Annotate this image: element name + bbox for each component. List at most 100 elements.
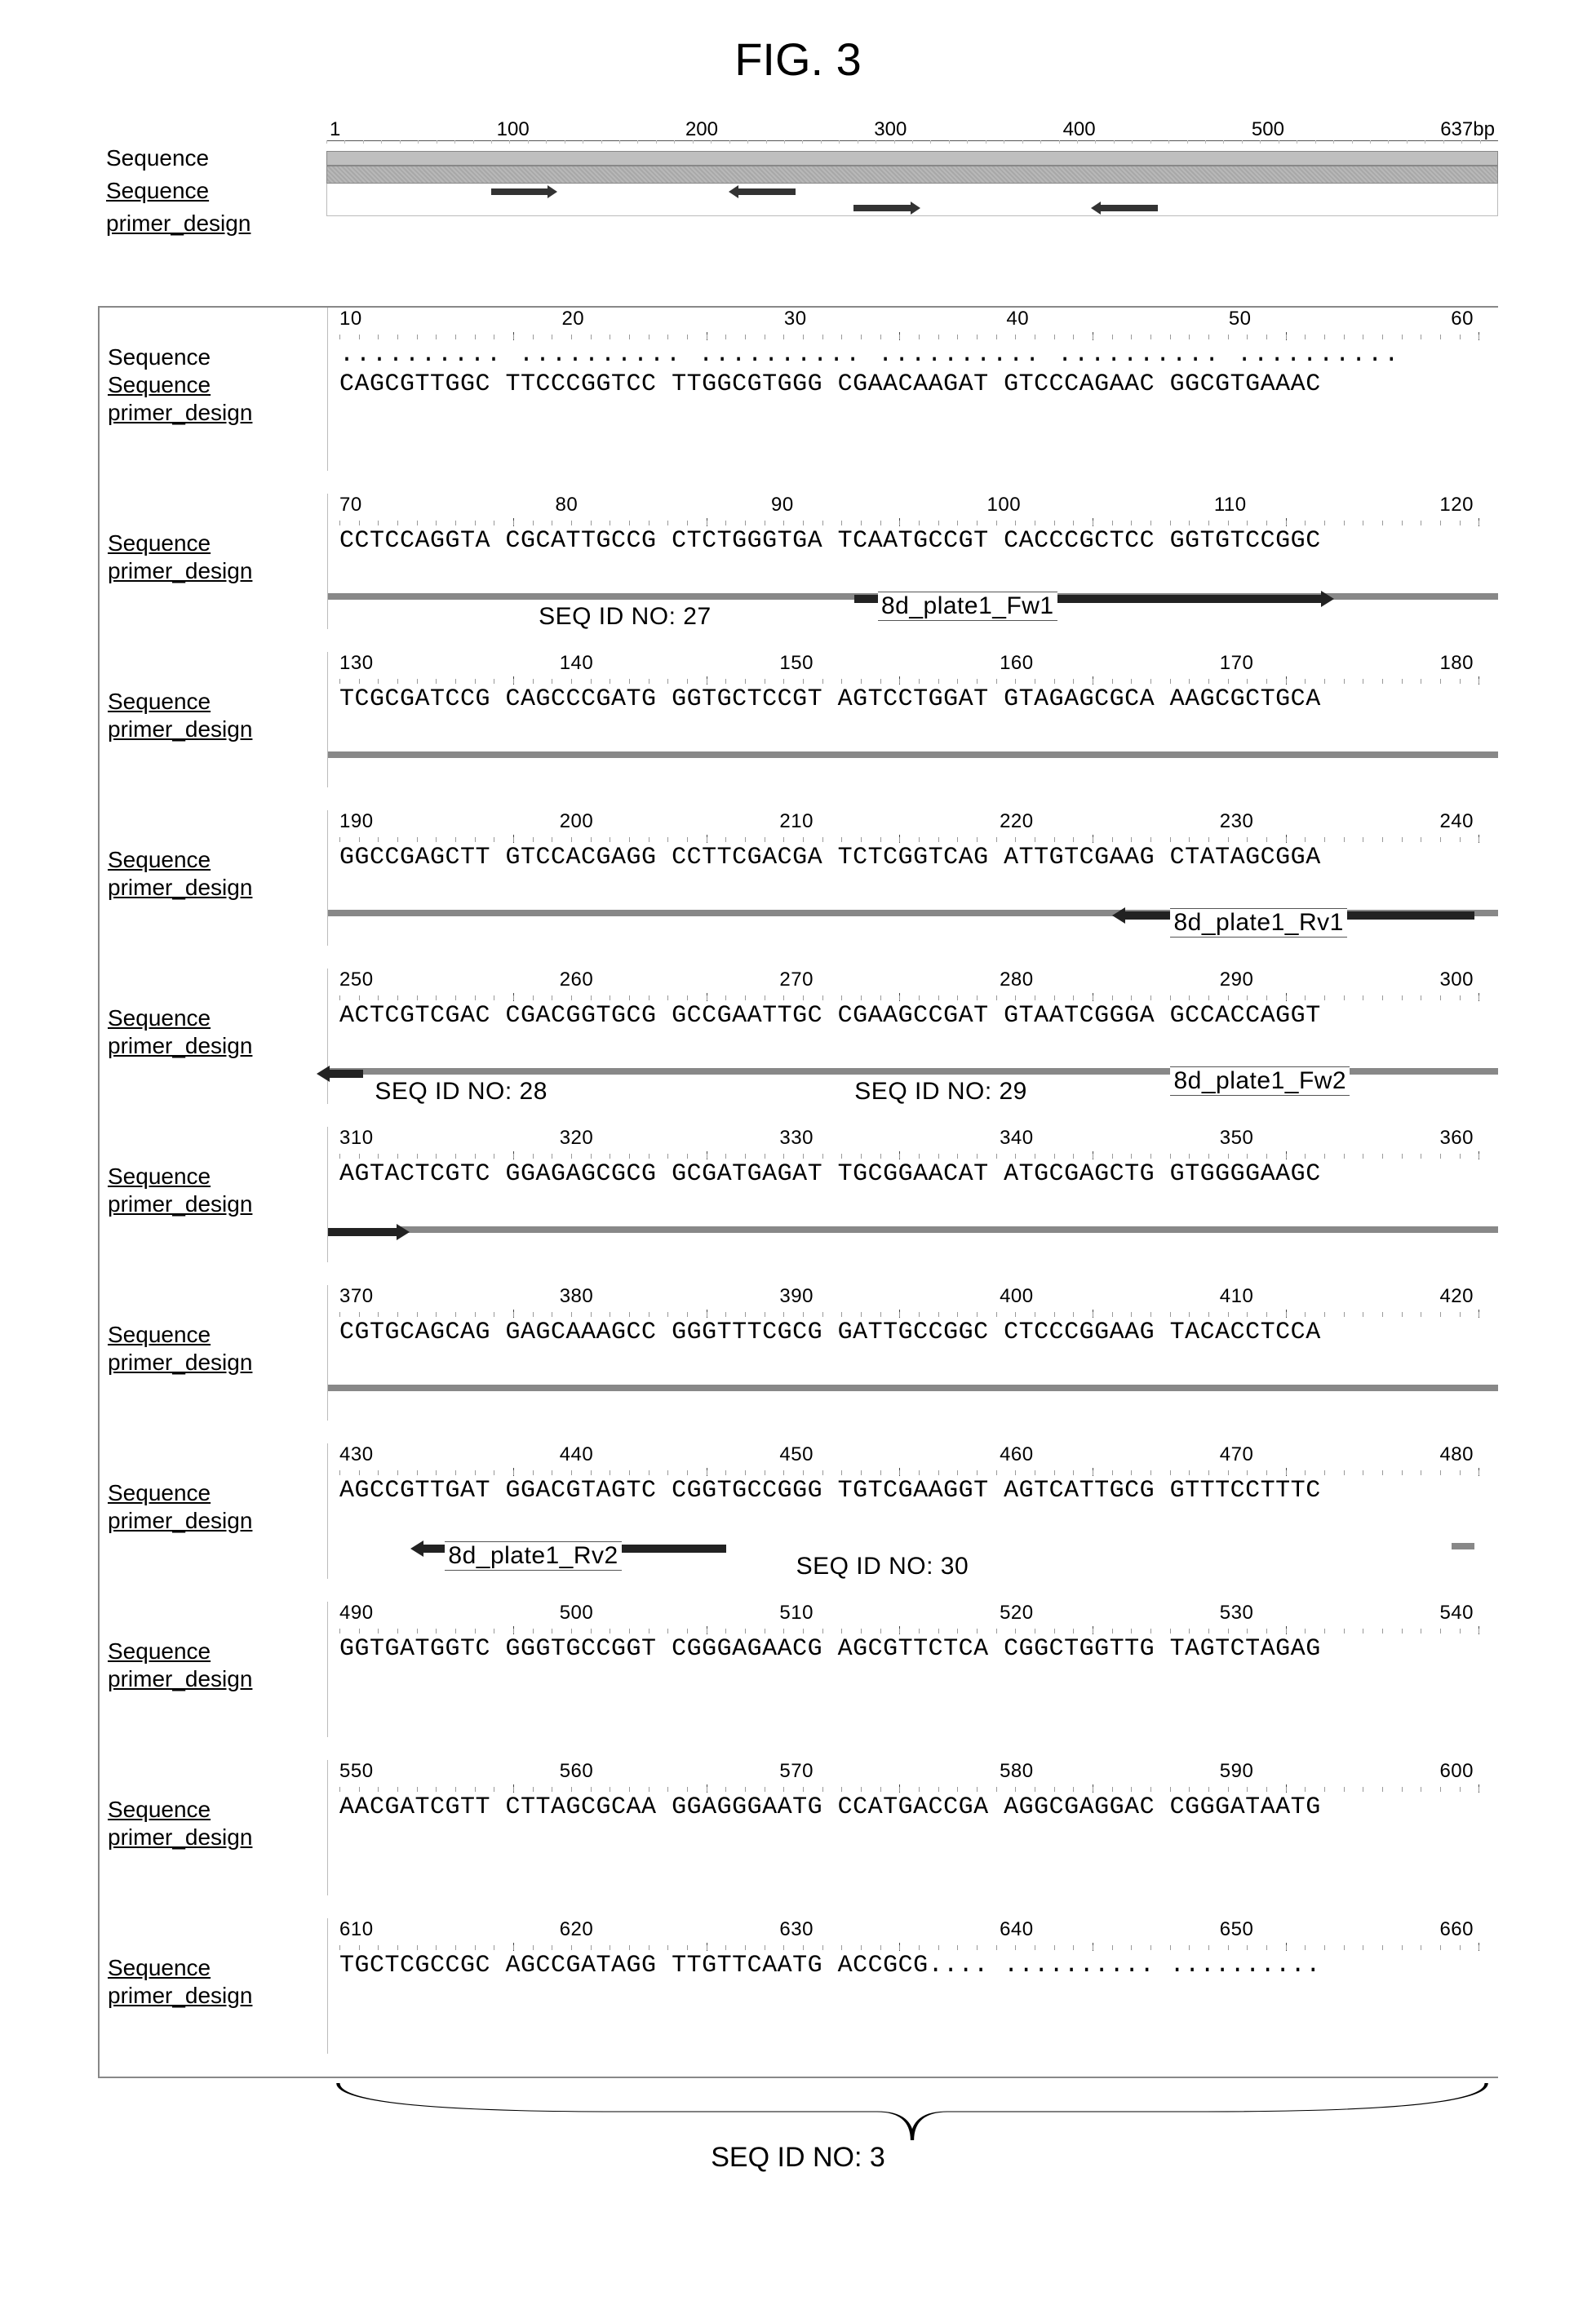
overview-primer-lane <box>326 184 1498 216</box>
track-label: Sequence <box>108 344 327 371</box>
primer-arrow <box>328 1228 398 1236</box>
ruler-tick: 400 <box>1000 1285 1034 1308</box>
seq-id-label: SEQ ID NO: 30 <box>796 1553 969 1580</box>
seq-id-label: SEQ ID NO: 27 <box>539 603 712 631</box>
overview-labels: Sequence Sequence primer_design <box>98 118 326 241</box>
overview-track-seq2 <box>326 166 1498 184</box>
track-label: primer_design <box>108 557 327 585</box>
ov-label: Sequence <box>106 175 326 206</box>
ruler-tick: 370 <box>339 1285 374 1308</box>
ruler-tick: 520 <box>1000 1602 1034 1625</box>
overview-panel: Sequence Sequence primer_design 11002003… <box>98 118 1498 241</box>
ruler-tick: 660 <box>1439 1918 1474 1941</box>
track-label: primer_design <box>108 1190 327 1218</box>
ruler-tick: 350 <box>1220 1127 1254 1150</box>
ruler-tick: 70 <box>339 494 362 516</box>
ruler-tick: 380 <box>560 1285 594 1308</box>
sequence-text: TCGCGATCCG CAGCCCGATG GGTGCTCCGT AGTCCTG… <box>339 685 1498 714</box>
ruler-tick: 90 <box>771 494 794 516</box>
ruler-tick: 120 <box>1439 494 1474 516</box>
ruler-tick: 270 <box>779 969 814 991</box>
ruler-tick: 360 <box>1439 1127 1474 1150</box>
primer-name: 8d_plate1_Fw1 <box>878 592 1057 621</box>
ruler-tick: 470 <box>1220 1443 1254 1466</box>
figure-title: FIG. 3 <box>98 33 1498 86</box>
ruler-tick: 500 <box>560 1602 594 1625</box>
sequence-text: AGCCGTTGAT GGACGTAGTC CGGTGCCGGG TGTCGAA… <box>339 1476 1498 1505</box>
ruler-tick: 620 <box>560 1918 594 1941</box>
track-label: primer_design <box>108 1507 327 1535</box>
primer-track <box>328 1385 1498 1391</box>
ruler-tick: 580 <box>1000 1760 1034 1783</box>
overview-body: 1100200300400500637bp <box>326 118 1498 241</box>
track-label: primer_design <box>108 1824 327 1851</box>
ruler-tick: 10 <box>339 308 362 330</box>
ruler-tick: 110 <box>1214 494 1247 516</box>
overview-track-seq <box>326 151 1498 166</box>
ruler-tick: 20 <box>561 308 584 330</box>
track-label: primer_design <box>108 1665 327 1693</box>
primer-arrow <box>853 205 912 211</box>
ruler-tick: 530 <box>1220 1602 1254 1625</box>
primer-name: 8d_plate1_Rv2 <box>445 1541 621 1571</box>
primer-track <box>398 1226 1498 1233</box>
ruler-tick: 40 <box>1006 308 1029 330</box>
ruler-tick: 450 <box>779 1443 814 1466</box>
ruler-tick: 320 <box>560 1127 594 1150</box>
ruler-tick: 250 <box>339 969 374 991</box>
ruler-tick: 550 <box>339 1760 374 1783</box>
ruler-tick: 290 <box>1220 969 1254 991</box>
ruler-tick: 610 <box>339 1918 374 1941</box>
ruler-tick: 170 <box>1220 652 1254 675</box>
ruler-tick: 190 <box>339 810 374 833</box>
track-label: Sequence <box>108 1479 327 1507</box>
ruler-tick: 180 <box>1439 652 1474 675</box>
track-label: Sequence <box>108 530 327 557</box>
ruler-tick: 220 <box>1000 810 1034 833</box>
sequence-text: CGTGCAGCAG GAGCAAAGCC GGGTTTCGCG GATTGCC… <box>339 1318 1498 1347</box>
ruler-tick: 280 <box>1000 969 1034 991</box>
ruler-tick: 30 <box>784 308 807 330</box>
track-label: Sequence <box>108 846 327 874</box>
track-label: Sequence <box>108 688 327 716</box>
ruler-tick: 100 <box>497 118 530 140</box>
sequence-text: CAGCGTTGGC TTCCCGGTCC TTGGCGTGGG CGAACAA… <box>339 370 1498 399</box>
ruler-tick: 340 <box>1000 1127 1034 1150</box>
ruler-tick: 590 <box>1220 1760 1254 1783</box>
sequence-text: AACGATCGTT CTTAGCGCAA GGAGGGAATG CCATGAC… <box>339 1793 1498 1822</box>
track-label: primer_design <box>108 399 327 427</box>
primer-arrow <box>1099 205 1158 211</box>
ruler-tick: 50 <box>1229 308 1252 330</box>
primer-arrow <box>491 188 550 195</box>
track-label: primer_design <box>108 1982 327 2010</box>
ruler-tick: 300 <box>874 118 907 140</box>
ruler-tick: 480 <box>1439 1443 1474 1466</box>
ruler-tick: 630 <box>779 1918 814 1941</box>
ruler-tick: 200 <box>685 118 718 140</box>
detail-panel: 102030405060SequenceSequenceprimer_desig… <box>98 306 1498 2078</box>
ruler-tick: 640 <box>1000 1918 1034 1941</box>
ruler-tick: 400 <box>1063 118 1096 140</box>
ruler-tick: 260 <box>560 969 594 991</box>
ruler-tick: 210 <box>779 810 814 833</box>
track-label: Sequence <box>108 1796 327 1824</box>
track-label: primer_design <box>108 716 327 743</box>
primer-name: 8d_plate1_Rv1 <box>1170 908 1346 938</box>
primer-track <box>328 751 1498 758</box>
ruler-tick: 500 <box>1252 118 1284 140</box>
sequence-text: ACTCGTCGAC CGACGGTGCG GCCGAATTGC CGAAGCC… <box>339 1001 1498 1031</box>
ov-label: Sequence <box>106 143 326 174</box>
seq-bracket: SEQ ID NO: 3 <box>98 2083 1498 2181</box>
ruler-tick: 490 <box>339 1602 374 1625</box>
ruler-tick: 460 <box>1000 1443 1034 1466</box>
track-label: Sequence <box>108 1004 327 1032</box>
ov-label: primer_design <box>106 208 326 239</box>
track-label: Sequence <box>108 1954 327 1982</box>
bracket-label: SEQ ID NO: 3 <box>711 2142 885 2174</box>
sequence-text: GGCCGAGCTT GTCCACGAGG CCTTCGACGA TCTCGGT… <box>339 843 1498 872</box>
ruler-tick: 150 <box>779 652 814 675</box>
ruler-tick: 140 <box>560 652 594 675</box>
ruler-tick: 440 <box>560 1443 594 1466</box>
ruler-tick: 637bp <box>1440 118 1495 140</box>
track-label: Sequence <box>108 371 327 399</box>
